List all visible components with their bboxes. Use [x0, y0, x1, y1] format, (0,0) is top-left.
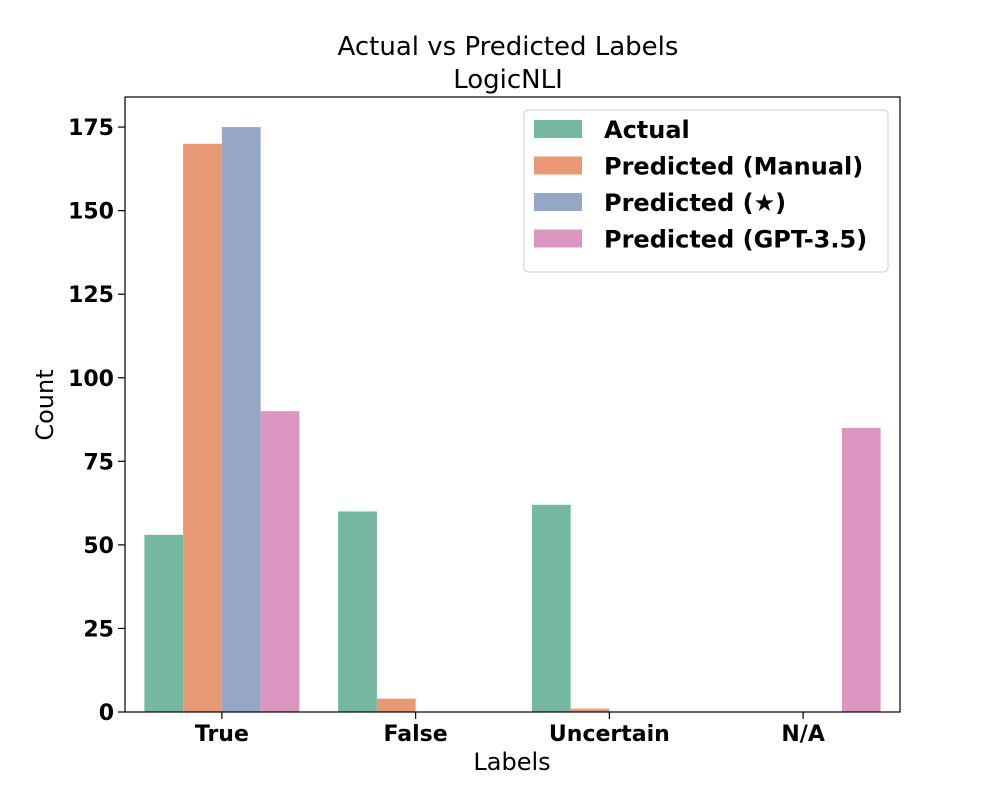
- y-tick-label: 175: [68, 116, 114, 141]
- y-tick-label: 75: [83, 450, 114, 475]
- legend-swatch: [534, 229, 582, 248]
- legend-label: Predicted (Manual): [604, 153, 863, 181]
- legend-box: [523, 109, 889, 273]
- legend-swatch: [534, 156, 582, 175]
- bar: [144, 534, 184, 712]
- x-tick-label: Uncertain: [549, 722, 670, 747]
- y-tick-label: 0: [99, 701, 114, 726]
- y-tick-label: 150: [68, 200, 114, 225]
- legend-swatch: [534, 120, 582, 138]
- plot-frame: [124, 96, 901, 713]
- legend-label: Predicted (★): [604, 189, 786, 217]
- y-axis-label: Count: [31, 369, 59, 440]
- legend-label: Predicted (GPT-3.5): [604, 226, 867, 254]
- x-axis-ticks: True False Uncertain N/A: [195, 712, 825, 747]
- x-tick-label: N/A: [781, 722, 824, 747]
- y-axis-ticks: 0 25 50 75 100 125 150 175: [68, 116, 125, 726]
- legend-swatch: [534, 193, 582, 211]
- chart-title: Actual vs Predicted Labels: [338, 32, 679, 62]
- bars-group: [144, 127, 881, 713]
- chart-subtitle: LogicNLI: [453, 65, 563, 95]
- bar: [376, 698, 416, 712]
- y-tick-label: 125: [68, 283, 114, 308]
- x-axis-label: Labels: [473, 748, 550, 776]
- bar: [260, 411, 300, 712]
- y-tick-label: 100: [68, 367, 114, 392]
- x-tick-label: True: [195, 722, 249, 747]
- bar: [531, 504, 571, 712]
- y-tick-label: 50: [83, 534, 114, 559]
- legend: Actual Predicted (Manual) Predicted (★) Pre…: [523, 109, 889, 273]
- bar: [221, 127, 261, 712]
- bar: [570, 708, 610, 712]
- bar: [841, 427, 881, 712]
- legend-label: Actual: [604, 116, 690, 144]
- y-tick-label: 25: [83, 617, 114, 642]
- bar: [338, 511, 377, 712]
- x-tick-label: False: [384, 722, 448, 747]
- bar: [183, 143, 222, 713]
